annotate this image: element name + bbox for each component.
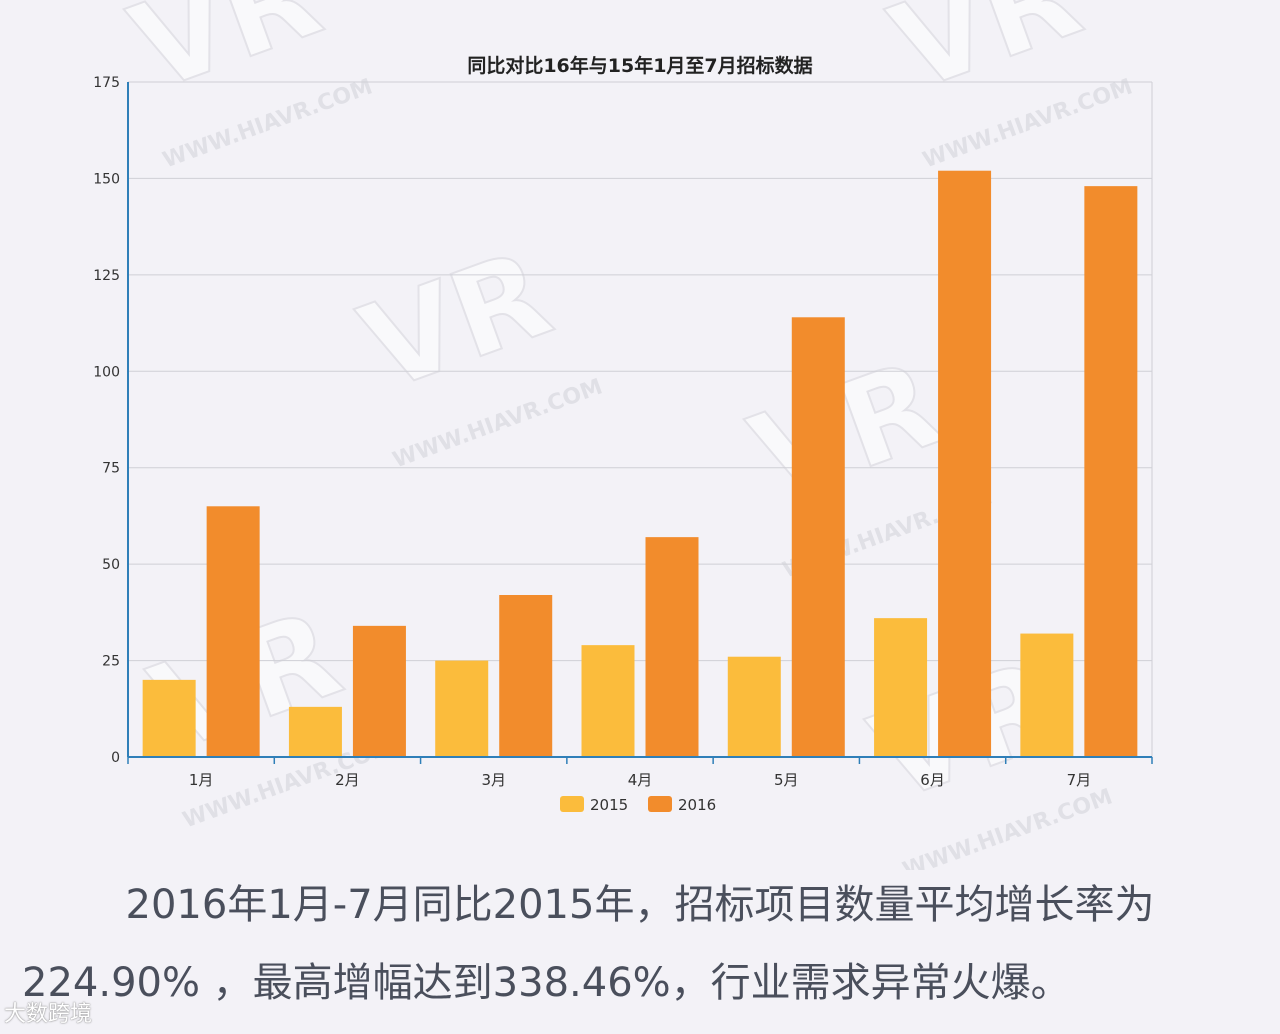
bar-2015-5月[interactable]	[727, 656, 781, 757]
bar-2016-4月[interactable]	[645, 537, 699, 757]
legend-label: 2015	[590, 796, 628, 814]
x-tick-label: 1月	[189, 771, 214, 789]
bar-2016-1月[interactable]	[206, 506, 260, 757]
bar-2015-2月[interactable]	[288, 706, 342, 757]
bar-2016-6月[interactable]	[938, 170, 992, 757]
footer-source-logo: 大数跨境	[4, 1002, 93, 1027]
legend[interactable]: 2015 2016	[560, 796, 716, 814]
legend-item-2016[interactable]: 2016	[648, 796, 716, 814]
y-tick-label: 0	[111, 750, 120, 766]
watermark-logo: VR	[345, 225, 567, 419]
y-tick-label: 75	[102, 461, 120, 477]
x-tick-label: 3月	[481, 771, 506, 789]
y-axis: 0 25 50 75 100 125 150 175	[93, 75, 120, 766]
y-tick-label: 100	[93, 364, 120, 380]
bar-2016-2月[interactable]	[352, 625, 406, 757]
bar-chart: VRWWW.HIAVR.COMVRWWW.HIAVR.COMVRWWW.HIAV…	[93, 0, 1153, 870]
y-tick-label: 25	[102, 654, 120, 670]
legend-label: 2016	[678, 796, 716, 814]
y-tick-label: 150	[93, 171, 120, 187]
y-tick-label: 50	[102, 557, 120, 573]
x-tick-label: 7月	[1067, 771, 1092, 789]
x-tick-label: 6月	[920, 771, 945, 789]
caption-line-1: 2016年1月-7月同比2015年，招标项目数量平均增长率为	[125, 882, 1155, 928]
y-tick-label: 125	[93, 268, 120, 284]
legend-swatch	[648, 796, 672, 812]
x-tick-label: 5月	[774, 771, 799, 789]
watermark-logo: VR	[735, 335, 957, 529]
bar-2016-3月[interactable]	[499, 595, 553, 757]
x-tick-label: 2月	[335, 771, 360, 789]
bar-2015-3月[interactable]	[435, 660, 489, 757]
bar-2015-1月[interactable]	[142, 679, 196, 757]
y-tick-label: 175	[93, 75, 120, 91]
bar-2016-7月[interactable]	[1084, 186, 1138, 758]
chart-title: 同比对比16年与15年1月至7月招标数据	[467, 54, 812, 77]
bar-2015-4月[interactable]	[581, 645, 635, 757]
bar-2016-5月[interactable]	[791, 317, 845, 757]
caption-line-2: 224.90% ，最高增幅达到338.46%，行业需求异常火爆。	[22, 960, 1071, 1006]
legend-item-2015[interactable]: 2015	[560, 796, 628, 814]
bar-2015-7月[interactable]	[1020, 633, 1074, 757]
x-tick-label: 4月	[628, 771, 653, 789]
bars	[142, 170, 1138, 758]
x-axis: 1月 2月 3月 4月 5月 6月 7月	[127, 82, 1153, 789]
legend-swatch	[560, 796, 584, 812]
bar-2015-6月[interactable]	[874, 618, 928, 757]
